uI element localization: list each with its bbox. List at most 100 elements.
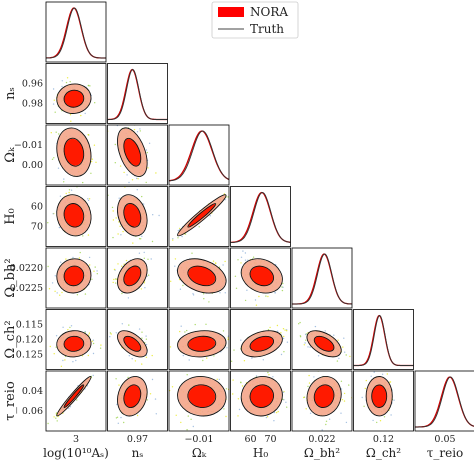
sample-point — [282, 328, 285, 330]
sample-point — [120, 416, 122, 419]
sample-point — [344, 351, 346, 353]
panel-frame — [353, 309, 414, 370]
sample-point — [127, 297, 130, 299]
sample-point — [68, 189, 71, 191]
sample-point — [155, 172, 157, 174]
sample-point — [65, 81, 68, 84]
sample-point — [285, 401, 287, 403]
truth-contour-1sigma — [123, 137, 142, 167]
contour-layer — [234, 250, 284, 306]
y-tick-label: 0.06 — [22, 406, 43, 417]
nora-hist-line — [230, 191, 291, 244]
sample-point — [47, 265, 49, 268]
truth-contour-2sigma — [56, 258, 92, 294]
sample-point — [89, 264, 91, 266]
x-tick-label: −0.01 — [184, 434, 213, 445]
sample-point — [113, 268, 116, 271]
contour-layer — [107, 125, 157, 184]
sample-point — [222, 330, 225, 332]
nora-contour-1sigma — [314, 385, 334, 408]
sample-point — [314, 325, 317, 328]
sample-point — [216, 378, 218, 380]
sample-point — [159, 336, 160, 337]
y-axis-label-Obh2: Ω_bh² — [3, 258, 18, 297]
sample-point — [313, 376, 315, 378]
nora-contour-1sigma — [64, 385, 84, 408]
legend-truth-label: Truth — [250, 22, 284, 36]
sample-point — [252, 256, 255, 258]
sample-point — [356, 403, 357, 404]
sample-point — [148, 142, 151, 144]
sample-point — [154, 398, 157, 400]
sample-point — [125, 259, 128, 262]
contour-layer — [292, 321, 351, 362]
sample-point — [76, 399, 78, 401]
sample-point — [241, 385, 244, 387]
sample-point — [65, 192, 67, 195]
sample-point — [237, 398, 240, 400]
x-axis-label-As: log(10¹⁰Aₛ) — [43, 446, 109, 460]
sample-point — [54, 290, 56, 292]
sample-point — [226, 347, 228, 349]
sample-point — [255, 304, 258, 306]
x-tick-label: 70 — [264, 434, 276, 445]
panel-Och2-Och2 — [353, 309, 414, 370]
panel-frame — [107, 309, 168, 370]
sample-point — [146, 151, 148, 154]
truth-contour-2sigma — [177, 194, 227, 237]
sample-point — [39, 128, 40, 129]
sample-point — [70, 120, 72, 122]
sample-point — [309, 412, 312, 414]
x-tick-label: 60 — [244, 434, 256, 445]
sample-point — [283, 351, 285, 353]
sample-point — [122, 230, 124, 233]
sample-point — [68, 407, 70, 410]
truth-contour-2sigma — [240, 376, 283, 417]
sample-point — [349, 355, 351, 358]
truth-contour-1sigma — [63, 137, 85, 167]
sample-point — [227, 338, 229, 341]
sample-point — [283, 335, 285, 338]
nora-contour-1sigma — [250, 336, 274, 352]
truth-hist-line — [107, 68, 168, 120]
sample-point — [284, 329, 286, 331]
sample-point — [308, 382, 311, 384]
truth-contour-2sigma — [177, 258, 227, 294]
sample-point — [254, 299, 257, 301]
sample-point — [64, 359, 66, 361]
sample-point — [47, 222, 49, 224]
sample-point — [282, 337, 285, 340]
sample-point — [112, 219, 115, 221]
sample-point — [205, 323, 207, 325]
truth-contour-1sigma — [187, 384, 217, 408]
sample-point — [282, 282, 284, 285]
sample-point — [47, 422, 49, 425]
nora-contour-1sigma — [64, 138, 84, 166]
sample-point — [192, 425, 194, 428]
sample-point — [282, 391, 285, 393]
sample-point — [79, 251, 81, 254]
sample-point — [194, 367, 195, 368]
sample-point — [92, 374, 94, 377]
sample-point — [70, 189, 73, 191]
contour-layer — [47, 251, 99, 296]
sample-point — [231, 290, 232, 291]
sample-point — [280, 364, 281, 365]
panel-Obh2-ns — [107, 247, 168, 309]
sample-point — [243, 360, 246, 362]
sample-point — [389, 381, 392, 383]
sample-point — [136, 131, 139, 133]
contour-layer — [232, 364, 291, 422]
sample-point — [111, 206, 114, 209]
sample-point — [225, 388, 228, 390]
sample-point — [76, 294, 79, 296]
contour-layer — [109, 323, 153, 365]
truth-contour-2sigma — [56, 330, 92, 358]
sample-point — [169, 346, 172, 348]
sample-point — [164, 354, 165, 355]
panel-tau-tau — [414, 370, 474, 432]
sample-point — [234, 275, 237, 277]
sample-point — [242, 250, 244, 252]
sample-point — [215, 262, 217, 264]
panel-frame — [168, 124, 230, 186]
